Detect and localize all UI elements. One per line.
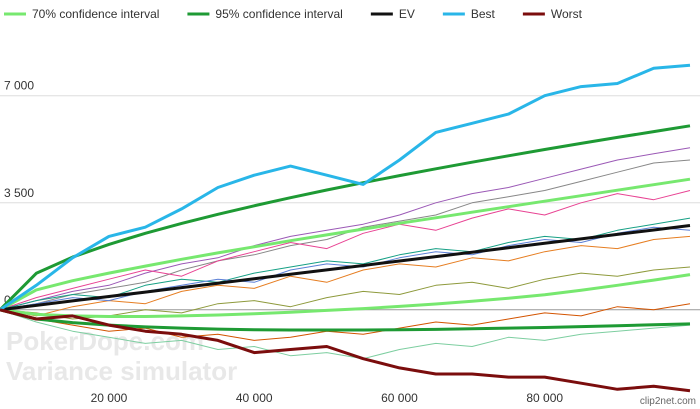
series-line: [0, 309, 691, 360]
watermark: Variance simulator: [6, 356, 237, 386]
series-line: [0, 266, 691, 320]
legend-label: Best: [471, 7, 496, 21]
series-line: [0, 124, 691, 311]
x-tick-label: 80 000: [526, 391, 563, 405]
legend-label: Worst: [551, 7, 583, 21]
series-line: [0, 235, 691, 317]
legend-label: 70% confidence interval: [32, 7, 159, 21]
y-tick-label: 0: [4, 293, 11, 307]
series-line: [0, 303, 691, 341]
x-tick-label: 20 000: [91, 391, 128, 405]
legend-label: EV: [399, 7, 415, 21]
series-line: [0, 147, 691, 311]
series-line: [0, 273, 691, 318]
y-tick-label: 3 500: [4, 186, 34, 200]
legend-label: 95% confidence interval: [215, 7, 342, 21]
legend-background: [0, 0, 700, 28]
x-tick-label: 40 000: [236, 391, 273, 405]
series-line: [0, 226, 691, 311]
x-tick-label: 60 000: [381, 391, 418, 405]
y-tick-label: 7 000: [4, 79, 34, 93]
series-line: [0, 190, 691, 311]
badge: clip2net.com: [640, 396, 696, 407]
series-line: [0, 177, 691, 312]
series-line: [0, 63, 691, 312]
series-line: [0, 224, 691, 312]
series-line: [0, 308, 691, 393]
